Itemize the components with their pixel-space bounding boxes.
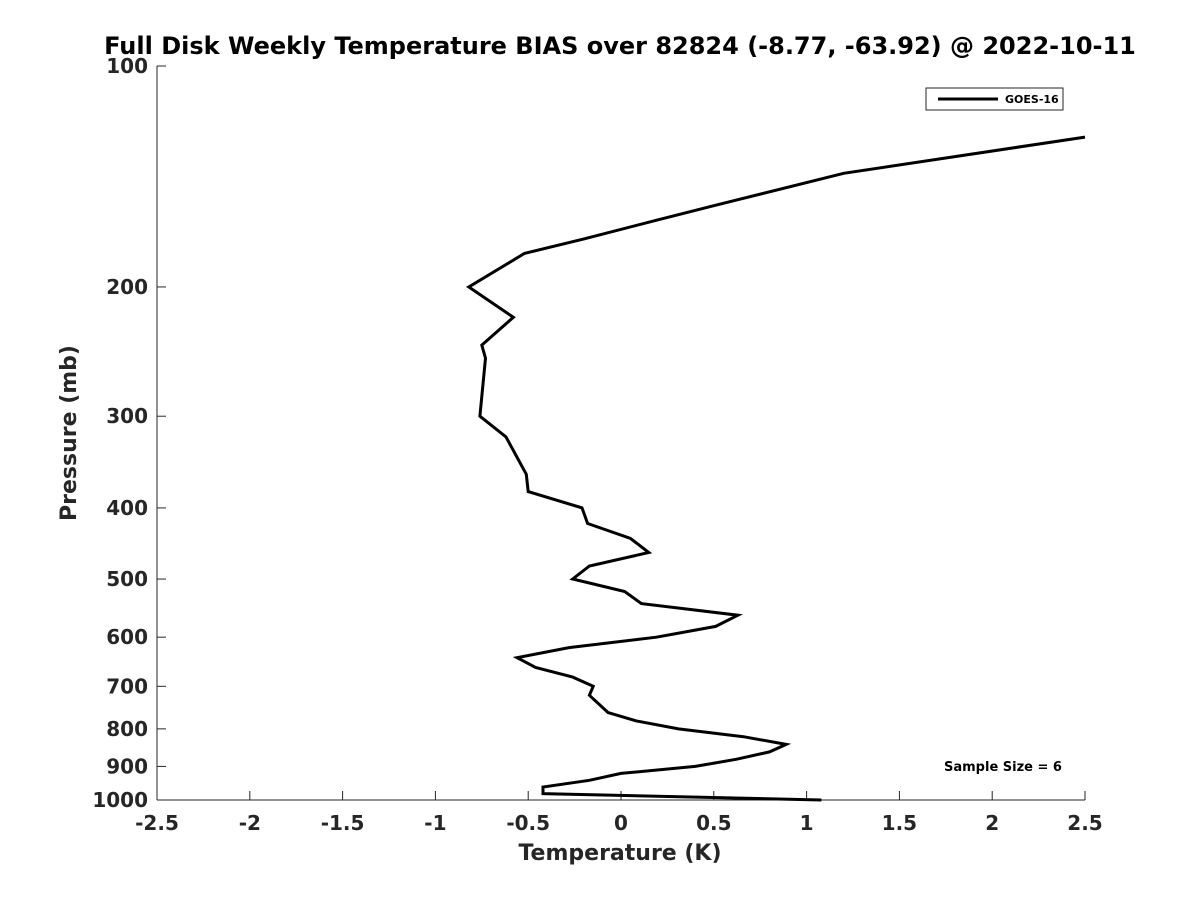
- y-tick-label: 300: [106, 404, 148, 428]
- y-tick-label: 500: [106, 567, 148, 591]
- sample-size-annotation: Sample Size = 6: [944, 760, 1062, 775]
- series-line-goes16: [466, 135, 1086, 802]
- y-tick-label: 200: [106, 275, 148, 299]
- y-axis-label: Pressure (mb): [57, 345, 82, 521]
- y-tick-label: 100: [106, 54, 148, 78]
- legend: GOES-16: [925, 87, 1064, 111]
- x-tick-label: 1.5: [882, 811, 917, 835]
- x-tick-label: 2.5: [1067, 811, 1102, 835]
- x-tick-label: -1: [424, 811, 446, 835]
- y-tick-label: 400: [106, 496, 148, 520]
- series-layer: [466, 135, 1086, 802]
- y-tick-label: 1000: [92, 788, 148, 812]
- x-tick-label: -1.5: [321, 811, 365, 835]
- legend-entry-goes16: GOES-16: [1005, 93, 1059, 106]
- x-tick-label: 0: [614, 811, 628, 835]
- x-tick-label: -0.5: [506, 811, 550, 835]
- x-axis-ticks: -2.5 -2 -1.5 -1 -0.5 0 0.5 1 1.5 2 2.5: [135, 791, 1103, 835]
- chart-title: Full Disk Weekly Temperature BIAS over 8…: [104, 32, 1136, 60]
- x-axis-label: Temperature (K): [518, 841, 721, 866]
- x-tick-label: 1: [800, 811, 814, 835]
- y-tick-label: 700: [106, 674, 148, 698]
- x-tick-label: -2: [239, 811, 261, 835]
- x-tick-label: 2: [985, 811, 999, 835]
- x-tick-label: 0.5: [696, 811, 731, 835]
- x-tick-label: -2.5: [135, 811, 179, 835]
- y-tick-label: 600: [106, 625, 148, 649]
- y-tick-label: 800: [106, 717, 148, 741]
- y-axis-ticks: 100 200 300 400 500 600 700 800 900 1000: [92, 54, 166, 812]
- y-tick-label: 900: [106, 754, 148, 778]
